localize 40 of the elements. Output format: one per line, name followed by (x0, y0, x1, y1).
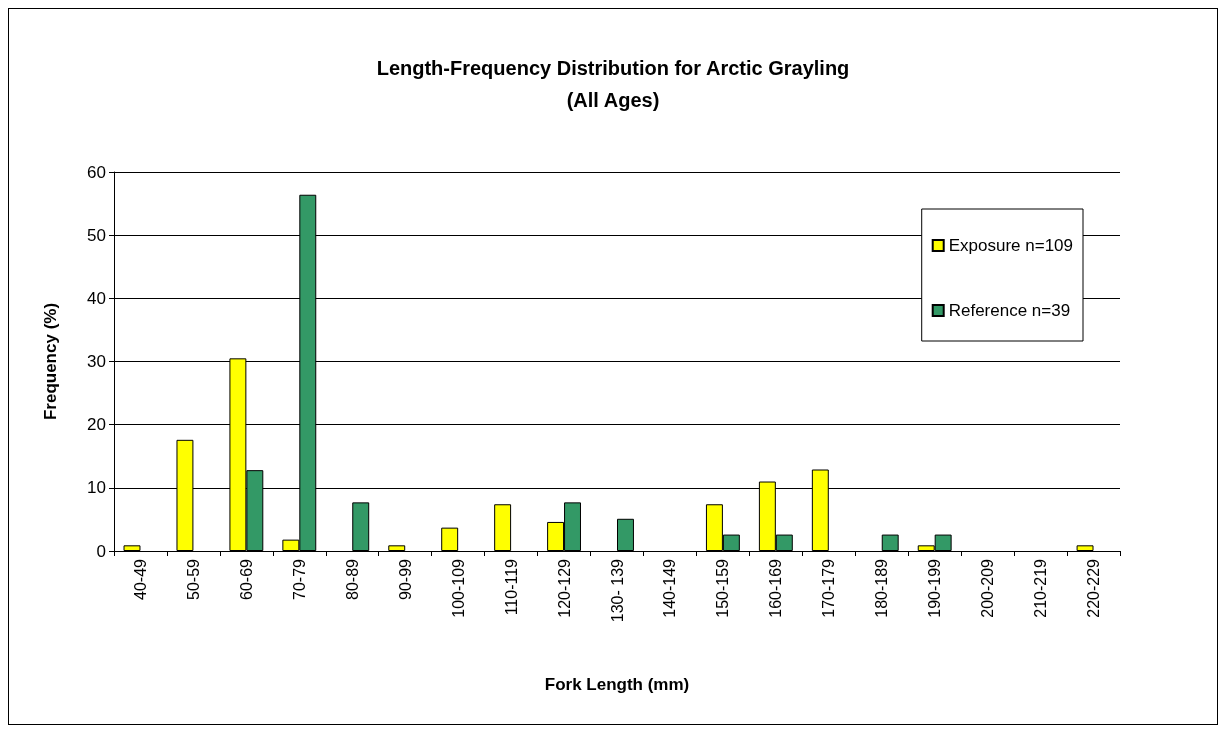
chart-title: Length-Frequency Distribution for Arctic Grayling (376, 57, 850, 79)
x-tick-label: 200-209 (979, 558, 997, 618)
x-tick-label: 90-99 (396, 558, 414, 600)
y-axis-title: Frequency (%) (41, 302, 60, 421)
x-tick-label: 40-49 (131, 558, 149, 600)
bar (881, 534, 899, 551)
bar (388, 545, 406, 551)
bar (123, 545, 141, 551)
x-tick-label: 50-59 (184, 558, 202, 600)
legend-label: Exposure n=109 (948, 236, 1074, 255)
x-tick-label: 160-169 (767, 558, 785, 618)
x-tick-label: 60-69 (237, 558, 255, 600)
bar (441, 527, 459, 551)
x-axis-title: Fork Length (mm) (544, 675, 690, 694)
x-tick-label: 150-159 (714, 558, 732, 618)
y-tick-label: 20 (87, 415, 106, 435)
y-tick-label: 50 (87, 225, 106, 245)
x-tick-label: 170-179 (820, 558, 838, 618)
x-tick-label: 140-149 (661, 558, 679, 618)
y-tick-label: 40 (87, 288, 106, 308)
bar (617, 518, 634, 551)
x-tick-label: 190-199 (926, 558, 944, 618)
y-tick-label: 10 (87, 478, 106, 498)
y-tick-label: 0 (96, 541, 106, 561)
bar (494, 504, 512, 551)
x-tick-label: 80-89 (343, 558, 361, 600)
y-tick-label: 30 (87, 352, 106, 371)
x-tick-label: 220-229 (1085, 558, 1103, 618)
x-tick-label: 100-109 (449, 558, 467, 618)
x-tick-label: 210-219 (1032, 558, 1050, 618)
x-tick-label: 130- 139 (608, 558, 626, 623)
bar (1076, 545, 1094, 551)
x-tick-label: 180-189 (873, 558, 891, 618)
y-tick-label: 60 (87, 162, 106, 182)
chart-subtitle: (All Ages) (566, 89, 660, 111)
x-tick-label: 110-119 (502, 558, 520, 616)
bar (352, 502, 370, 551)
legend-label: Reference n=39 (948, 301, 1071, 320)
x-tick-label: 120-129 (555, 558, 573, 618)
x-tick-label: 70-79 (290, 558, 308, 600)
